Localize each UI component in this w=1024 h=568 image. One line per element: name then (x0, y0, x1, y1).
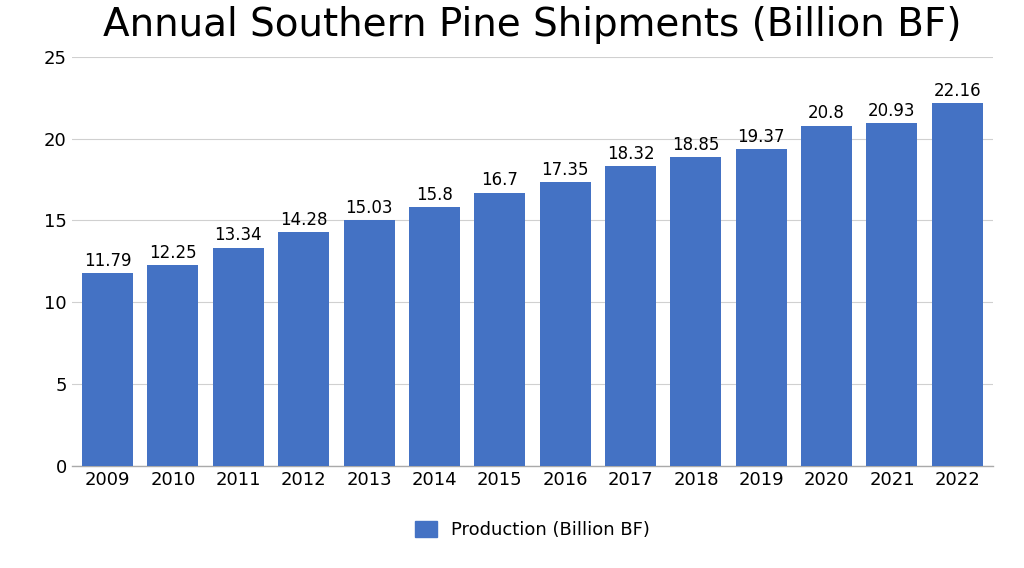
Bar (801, 126, 852, 466)
Bar (82, 273, 133, 466)
Text: 12.25: 12.25 (150, 244, 197, 262)
Bar (605, 166, 656, 466)
Text: 15.8: 15.8 (416, 186, 453, 204)
Text: 11.79: 11.79 (84, 252, 131, 270)
Text: 13.34: 13.34 (215, 226, 262, 244)
Text: 19.37: 19.37 (737, 128, 785, 145)
Text: 22.16: 22.16 (934, 82, 981, 100)
Text: 16.7: 16.7 (481, 172, 518, 189)
Legend: Production (Billion BF): Production (Billion BF) (408, 514, 657, 547)
Bar (147, 265, 199, 466)
Text: 17.35: 17.35 (542, 161, 589, 179)
Bar (932, 103, 983, 466)
Bar (279, 232, 329, 466)
Bar (866, 123, 918, 466)
Text: 15.03: 15.03 (345, 199, 393, 216)
Bar (213, 248, 264, 466)
Bar (671, 157, 721, 466)
Bar (540, 182, 591, 466)
Bar (474, 193, 525, 466)
Text: 20.8: 20.8 (808, 105, 845, 122)
Text: 18.85: 18.85 (672, 136, 720, 154)
Text: 14.28: 14.28 (280, 211, 328, 229)
Bar (344, 220, 394, 466)
Text: 20.93: 20.93 (868, 102, 915, 120)
Title: Annual Southern Pine Shipments (Billion BF): Annual Southern Pine Shipments (Billion … (103, 6, 962, 44)
Bar (409, 207, 460, 466)
Text: 18.32: 18.32 (606, 145, 654, 163)
Bar (736, 149, 786, 466)
